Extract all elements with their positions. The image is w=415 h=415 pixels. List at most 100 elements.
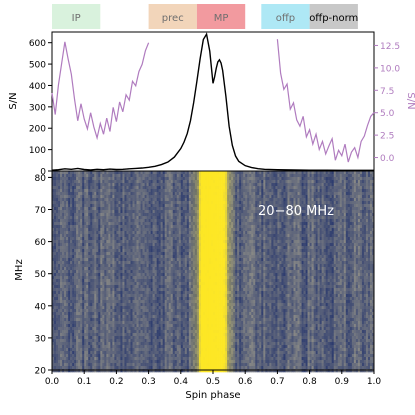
heatmap-cell [183, 294, 185, 297]
heatmap-cell [128, 279, 130, 282]
heatmap-cell [66, 291, 68, 294]
heatmap-cell [84, 222, 86, 225]
heatmap-cell [82, 216, 84, 219]
heatmap-cell [62, 192, 64, 195]
heatmap-cell [80, 186, 82, 189]
heatmap-cell [116, 240, 118, 243]
heatmap-cell [171, 297, 173, 300]
heatmap-cell [147, 186, 149, 189]
heatmap-cell [58, 348, 60, 351]
heatmap-cell [122, 195, 124, 198]
heatmap-cell [86, 246, 88, 249]
heatmap-cell [120, 339, 122, 342]
heatmap-cell [173, 357, 175, 360]
heatmap-cell [112, 321, 114, 324]
heatmap-cell [94, 315, 96, 318]
heatmap-cell [183, 291, 185, 294]
heatmap-cell [108, 363, 110, 366]
heatmap-cell [64, 198, 66, 201]
heatmap-cell [151, 207, 153, 210]
heatmap-cell [60, 369, 62, 372]
heatmap-cell [60, 315, 62, 318]
heatmap-cell [135, 261, 137, 264]
heatmap-cell [151, 291, 153, 294]
heatmap-cell [167, 234, 169, 237]
heatmap-cell [201, 213, 203, 216]
heatmap-cell [56, 213, 58, 216]
heatmap-cell [104, 249, 106, 252]
heatmap-cell [76, 246, 78, 249]
heatmap-cell [86, 294, 88, 297]
heatmap-cell [161, 303, 163, 306]
heatmap-cell [116, 180, 118, 183]
heatmap-cell [171, 237, 173, 240]
heatmap-cell [133, 354, 135, 357]
heatmap-cell [60, 186, 62, 189]
heatmap-cell [175, 345, 177, 348]
heatmap-cell [135, 219, 137, 222]
heatmap-cell [145, 231, 147, 234]
heatmap-cell [98, 255, 100, 258]
heatmap-cell [102, 360, 104, 363]
heatmap-cell [100, 246, 102, 249]
heatmap-cell [94, 261, 96, 264]
heatmap-cell [161, 360, 163, 363]
heatmap-cell [195, 198, 197, 201]
heatmap-cell [163, 189, 165, 192]
heatmap-cell [195, 246, 197, 249]
heatmap-cell [110, 294, 112, 297]
heatmap-cell [116, 360, 118, 363]
heatmap-cell [102, 324, 104, 327]
heatmap-cell [122, 237, 124, 240]
heatmap-cell [181, 342, 183, 345]
heatmap-cell [104, 330, 106, 333]
heatmap-cell [187, 327, 189, 330]
heatmap-cell [157, 231, 159, 234]
heatmap-cell [90, 195, 92, 198]
phase-band-strip: IP prec MP offp offp-norm [52, 4, 358, 29]
heatmap-cell [54, 309, 56, 312]
heatmap-cell [159, 273, 161, 276]
heatmap-cell [130, 318, 132, 321]
heatmap-cell [100, 345, 102, 348]
heatmap-cell [72, 261, 74, 264]
heatmap-cell [128, 333, 130, 336]
heatmap-cell [82, 198, 84, 201]
heatmap-cell [189, 270, 191, 273]
heatmap-cell [187, 360, 189, 363]
heatmap-cell [145, 315, 147, 318]
heatmap-cell [112, 228, 114, 231]
heatmap-cell [64, 267, 66, 270]
heatmap-cell [179, 267, 181, 270]
heatmap-cell [72, 285, 74, 288]
heatmap-cell [173, 276, 175, 279]
heatmap-cell [118, 291, 120, 294]
heatmap-cell [161, 288, 163, 291]
heatmap-cell [137, 333, 139, 336]
heatmap-cell [183, 246, 185, 249]
heatmap-cell [78, 201, 80, 204]
heatmap-cell [126, 192, 128, 195]
heatmap-cell [137, 246, 139, 249]
heatmap-cell [141, 318, 143, 321]
heatmap-cell [191, 321, 193, 324]
heatmap-cell [82, 357, 84, 360]
heatmap-cell [153, 252, 155, 255]
heatmap-cell [169, 225, 171, 228]
heatmap-cell [84, 198, 86, 201]
heatmap-cell [163, 249, 165, 252]
heatmap-cell [141, 321, 143, 324]
heatmap-cell [163, 192, 165, 195]
heatmap-cell [62, 189, 64, 192]
heatmap-cell [66, 315, 68, 318]
heatmap-cell [145, 213, 147, 216]
heatmap-cell [68, 330, 70, 333]
heatmap-cell [195, 297, 197, 300]
heatmap-cell [171, 207, 173, 210]
heatmap-cell [90, 198, 92, 201]
heatmap-cell [70, 207, 72, 210]
heatmap-cell [88, 330, 90, 333]
heatmap-cell [62, 312, 64, 315]
heatmap-cell [90, 270, 92, 273]
heatmap-cell [114, 216, 116, 219]
